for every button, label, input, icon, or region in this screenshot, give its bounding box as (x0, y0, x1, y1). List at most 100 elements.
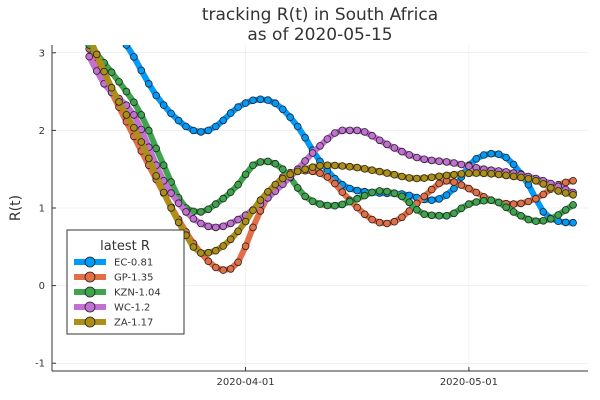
data-point (509, 172, 518, 181)
legend-label: GP-1.35 (114, 273, 153, 284)
data-point (561, 189, 570, 197)
y-tick-label: 2 (39, 126, 45, 137)
data-point (405, 207, 414, 215)
data-point (368, 188, 376, 197)
data-point (271, 180, 280, 189)
legend-swatch-marker (84, 271, 96, 283)
data-point (435, 211, 443, 220)
series-za (89, 45, 577, 257)
data-point (256, 95, 265, 104)
data-point (182, 208, 190, 216)
y-tick-labels: -1 0 1 2 3 (35, 48, 56, 370)
legend-item: GP-1.35 (74, 271, 153, 284)
data-point (420, 174, 429, 182)
data-point (241, 170, 250, 179)
data-point (479, 151, 488, 159)
data-point (234, 103, 242, 111)
data-point (569, 191, 577, 199)
data-point (502, 153, 510, 162)
data-point (204, 126, 213, 135)
data-point (383, 140, 391, 149)
legend-swatch-marker (84, 316, 96, 328)
data-point (107, 83, 116, 92)
data-point (405, 174, 414, 182)
data-point (569, 201, 577, 209)
data-point (517, 199, 525, 208)
data-point (427, 196, 436, 205)
data-point (450, 159, 458, 167)
data-point (569, 177, 577, 185)
data-point (405, 198, 414, 207)
data-point (532, 194, 540, 203)
data-point (264, 96, 272, 104)
data-point (442, 171, 451, 180)
data-point (345, 197, 354, 206)
data-point (479, 196, 488, 205)
data-point (226, 219, 235, 228)
legend-item: KZN-1.04 (74, 286, 161, 299)
data-point (457, 204, 466, 213)
data-point (167, 109, 175, 118)
data-point (323, 135, 332, 143)
data-point (92, 67, 101, 75)
data-point (204, 257, 213, 266)
chart-title: tracking R(t) in South Africa (202, 5, 438, 25)
data-point (345, 126, 354, 135)
data-point (152, 172, 161, 180)
y-tick-label: 1 (39, 204, 45, 215)
data-point (509, 208, 518, 216)
data-point (472, 188, 481, 197)
data-point (122, 87, 131, 96)
data-point (301, 192, 309, 201)
data-point (323, 173, 332, 181)
data-point (189, 215, 198, 223)
y-tick-label: 3 (39, 48, 45, 59)
data-point (130, 98, 138, 107)
data-point (450, 178, 458, 186)
data-point (442, 212, 451, 220)
data-point (167, 189, 175, 197)
data-point (234, 180, 242, 189)
data-point (226, 265, 235, 273)
data-point (561, 206, 570, 214)
data-point (554, 211, 562, 219)
data-point (316, 142, 324, 150)
data-point (353, 194, 362, 203)
data-point (398, 172, 406, 181)
data-point (383, 169, 391, 177)
data-point (360, 128, 369, 136)
data-point (383, 187, 391, 196)
data-point (174, 116, 183, 125)
data-point (92, 50, 101, 59)
data-point (212, 200, 220, 208)
data-point (189, 126, 198, 135)
data-point (338, 200, 347, 209)
data-point (368, 131, 376, 140)
data-point (368, 166, 376, 175)
data-point (427, 211, 436, 220)
data-point (360, 191, 369, 200)
data-point (241, 99, 250, 107)
data-point (569, 218, 577, 227)
data-point (226, 188, 235, 197)
data-point (85, 52, 93, 61)
data-point (293, 122, 302, 131)
data-point (241, 217, 250, 226)
data-point (189, 243, 198, 251)
data-point (442, 158, 451, 166)
data-point (212, 122, 220, 131)
data-point (390, 144, 399, 152)
y-tick-label: -1 (35, 359, 45, 370)
data-point (301, 133, 309, 142)
data-point (368, 215, 376, 224)
data-point (316, 169, 324, 178)
data-point (398, 192, 406, 201)
data-point (427, 156, 436, 165)
data-point (204, 248, 213, 257)
data-point (546, 183, 555, 192)
data-point (532, 177, 540, 185)
data-point (405, 151, 414, 159)
legend-items: EC-0.81 GP-1.35 KZN-1.04 WC-1.2 ZA-1.17 (74, 256, 161, 329)
data-point (286, 113, 295, 121)
data-point (457, 170, 466, 178)
